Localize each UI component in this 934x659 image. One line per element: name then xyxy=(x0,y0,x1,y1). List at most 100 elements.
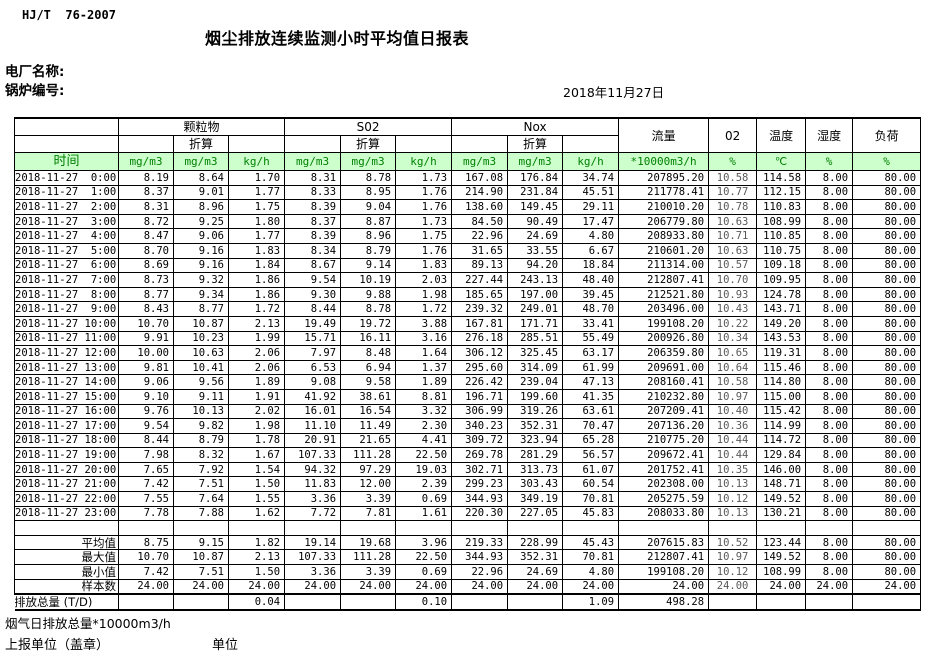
value-cell: 1.54 xyxy=(227,461,286,478)
value-cell: 1.83 xyxy=(395,257,453,274)
value-cell: 11.49 xyxy=(340,418,397,434)
group-so2: S02 xyxy=(284,117,453,136)
value-cell: 208033.80 xyxy=(618,505,710,522)
value-cell: 94.32 xyxy=(284,461,342,478)
value-cell: 199108.20 xyxy=(618,315,710,332)
value-cell: 143.71 xyxy=(756,301,807,317)
value-cell: 10.71 xyxy=(708,228,758,244)
value-cell: 8.19 xyxy=(118,170,174,186)
value-cell: 10.65 xyxy=(708,345,758,361)
table-row: 最小值 7.42 7.51 1.50 3.36 3.39 0.69 22.96 24.69 4.8… xyxy=(14,564,922,580)
value-cell: 207209.41 xyxy=(618,403,710,420)
value-cell: 2.13 xyxy=(227,549,286,566)
value-cell: 11.10 xyxy=(284,418,342,434)
value-cell: 197.00 xyxy=(507,286,564,303)
value-cell: 9.34 xyxy=(173,286,229,303)
value-cell xyxy=(805,520,854,536)
value-cell: 9.10 xyxy=(118,388,174,405)
value-cell: 176.84 xyxy=(507,170,564,186)
value-cell: 22.96 xyxy=(451,564,509,580)
value-cell: 7.88 xyxy=(173,505,229,522)
value-cell: 220.30 xyxy=(451,505,509,522)
value-cell: 243.13 xyxy=(507,272,564,288)
value-cell xyxy=(708,520,758,536)
value-cell: 9.01 xyxy=(173,184,229,201)
table-row: 2018-11-27 21:00 7.42 7.51 1.50 11.83 12.00 2.… xyxy=(14,476,922,493)
value-cell: 110.85 xyxy=(756,228,807,244)
value-cell xyxy=(618,520,710,536)
value-cell: 206779.80 xyxy=(618,213,710,230)
value-cell: 110.75 xyxy=(756,242,807,259)
value-cell: 4.80 xyxy=(562,228,620,244)
value-cell: 19.14 xyxy=(284,534,342,551)
value-cell: 314.09 xyxy=(507,359,564,376)
value-cell: 306.12 xyxy=(451,345,509,361)
col-o2: 02 xyxy=(708,117,758,153)
col-flow: 流量 xyxy=(618,117,710,153)
spacer-cell xyxy=(395,135,453,153)
time-cell: 2018-11-27 6:00 xyxy=(14,257,119,274)
value-cell: 8.00 xyxy=(805,403,854,420)
time-cell: 2018-11-27 4:00 xyxy=(14,228,119,244)
value-cell: 1.67 xyxy=(227,447,286,463)
value-cell: 45.51 xyxy=(562,184,620,201)
value-cell: 9.32 xyxy=(173,272,229,288)
value-cell: 8.00 xyxy=(805,213,854,230)
value-cell: 344.93 xyxy=(451,491,509,507)
value-cell: 7.97 xyxy=(284,345,342,361)
value-cell: 10.64 xyxy=(708,359,758,376)
value-cell: 171.71 xyxy=(507,315,564,332)
value-cell: 8.00 xyxy=(805,257,854,274)
table-row: 2018-11-27 15:00 9.10 9.11 1.91 41.92 38.61 8.… xyxy=(14,388,922,405)
value-cell: 8.48 xyxy=(340,345,397,361)
value-cell: 212521.80 xyxy=(618,286,710,303)
table-row: 2018-11-27 11:00 9.91 10.23 1.99 15.71 16.11 3… xyxy=(14,330,922,347)
unit-cell: % xyxy=(805,152,854,171)
value-cell: 24.00 xyxy=(805,578,854,596)
value-cell xyxy=(118,520,174,536)
time-cell: 2018-11-27 15:00 xyxy=(14,388,119,405)
col-humidity: 湿度 xyxy=(805,117,854,153)
reporting-unit-label: 上报单位（盖章） xyxy=(5,638,110,653)
group-particulate: 颗粒物 xyxy=(117,117,286,136)
value-cell: 323.94 xyxy=(507,432,564,449)
value-cell: 8.33 xyxy=(284,184,342,201)
value-cell: 22.50 xyxy=(395,549,453,566)
table-row: 2018-11-27 10:00 10.70 10.87 2.13 19.49 19.72… xyxy=(14,315,922,332)
value-cell: 1.73 xyxy=(395,213,453,230)
value-cell: 2.30 xyxy=(395,418,453,434)
value-cell: 10.70 xyxy=(708,272,758,288)
table-row: 2018-11-27 3:00 8.72 9.25 1.80 8.37 8.87 1.73 8… xyxy=(14,213,922,230)
value-cell: 7.51 xyxy=(173,476,229,493)
time-cell: 2018-11-27 21:00 xyxy=(14,476,119,493)
value-cell: 10.36 xyxy=(708,418,758,434)
value-cell: 1.75 xyxy=(395,228,453,244)
report-table-body: 2018-11-27 0:00 8.19 8.64 1.70 8.31 8.78 1.73 1… xyxy=(14,170,922,611)
value-cell: 1.50 xyxy=(227,564,286,580)
value-cell: 8.00 xyxy=(805,505,854,522)
table-row: 2018-11-27 8:00 8.77 9.34 1.86 9.30 9.88 1.98 1… xyxy=(14,286,922,303)
value-cell: 80.00 xyxy=(852,461,922,478)
value-cell: 207615.83 xyxy=(618,534,710,551)
value-cell: 8.00 xyxy=(805,272,854,288)
value-cell: 9.06 xyxy=(173,228,229,244)
col-temperature: 温度 xyxy=(756,117,807,153)
table-row: 样本数 24.00 24.00 24.00 24.00 24.00 24.00 24.00 24… xyxy=(14,578,922,596)
value-cell: 2.06 xyxy=(227,359,286,376)
time-cell: 2018-11-27 1:00 xyxy=(14,184,119,201)
value-cell: 138.60 xyxy=(451,199,509,215)
value-cell: 3.39 xyxy=(340,564,397,580)
value-cell: 10.77 xyxy=(708,184,758,201)
value-cell: 196.71 xyxy=(451,388,509,405)
value-cell: 8.31 xyxy=(118,199,174,215)
value-cell: 80.00 xyxy=(852,388,922,405)
table-row: 2018-11-27 14:00 9.06 9.56 1.89 9.08 9.58 1.89… xyxy=(14,374,922,390)
spacer-cell xyxy=(118,135,174,153)
value-cell: 8.44 xyxy=(118,432,174,449)
value-cell: 8.00 xyxy=(805,359,854,376)
value-cell xyxy=(805,593,854,611)
value-cell: 8.00 xyxy=(805,330,854,347)
value-cell: 8.00 xyxy=(805,447,854,463)
value-cell: 7.42 xyxy=(118,476,174,493)
value-cell: 31.65 xyxy=(451,242,509,259)
